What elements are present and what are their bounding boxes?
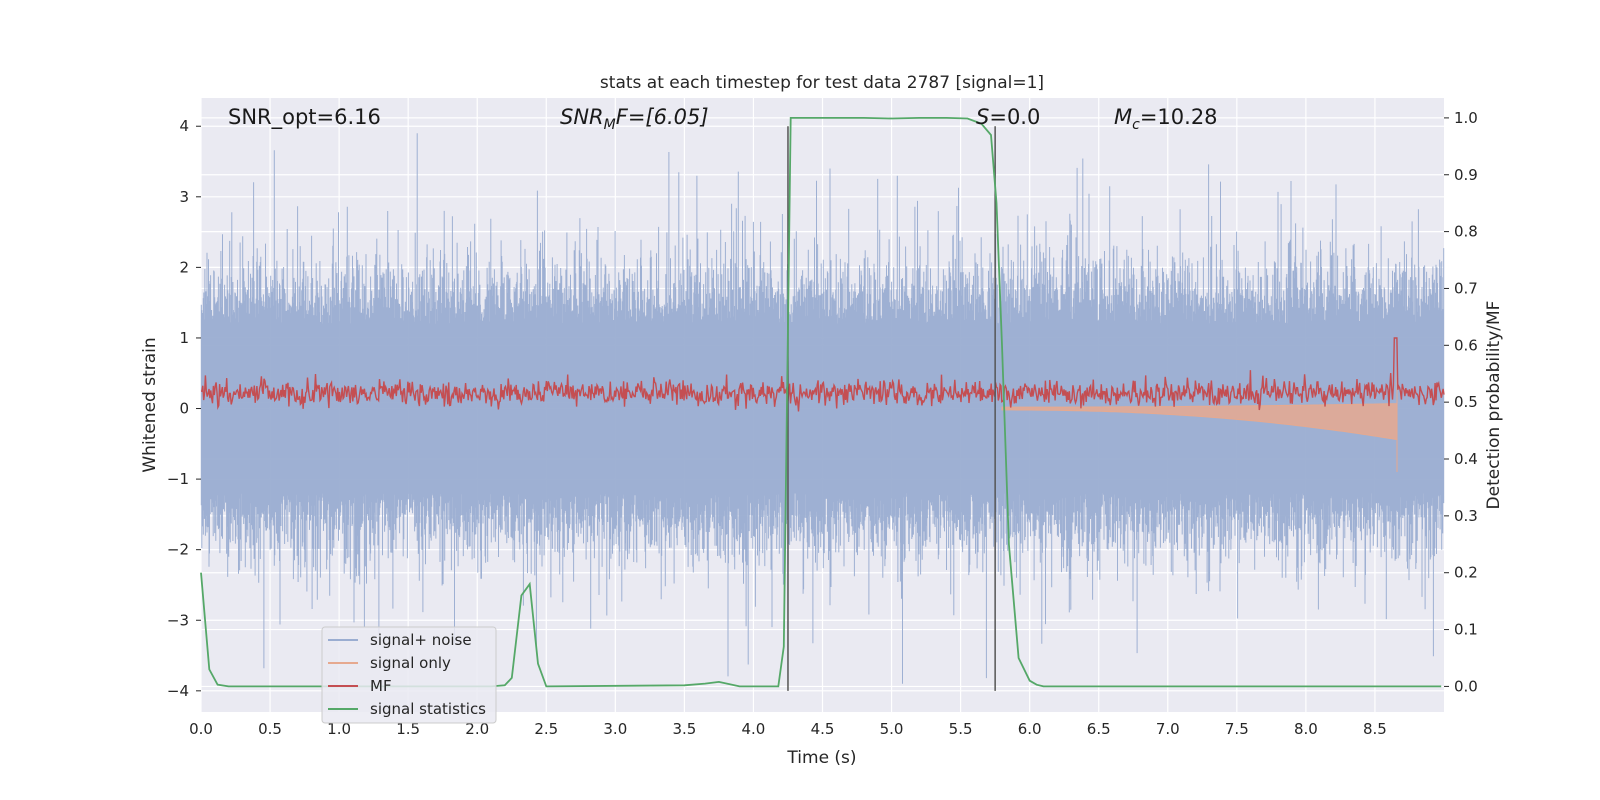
- series-signal-statistics: [200, 117, 1442, 688]
- x-tick-label: 5.0: [880, 720, 904, 738]
- legend-label-signal-noise: signal+ noise: [370, 631, 472, 649]
- x-tick-label: 4.5: [811, 720, 835, 738]
- y-tick-label: 3: [179, 188, 189, 206]
- legend-label-signal-statistics: signal statistics: [370, 700, 486, 718]
- x-tick-label: 5.5: [949, 720, 973, 738]
- annotation-snr-mf: SNRMF=[6.05]: [560, 105, 709, 133]
- y-tick-label: −4: [167, 682, 189, 700]
- annotation-mc-sub: c: [1132, 117, 1140, 133]
- x-tick-label: 0.5: [258, 720, 282, 738]
- y-tick-label: −2: [167, 541, 189, 559]
- legend: signal+ noise signal only MF signal stat…: [321, 626, 497, 724]
- y-right-tick-label: 0.7: [1454, 279, 1478, 297]
- y-right-tick-label: 0.5: [1454, 393, 1478, 411]
- y-right-tick-label: 0.1: [1454, 621, 1478, 639]
- x-tick-label: 4.0: [742, 720, 766, 738]
- annotation-snr-mf-sub: M: [604, 117, 616, 133]
- signal-statistics-trace: [200, 117, 1442, 688]
- legend-label-signal-only: signal only: [370, 654, 451, 672]
- y-tick-label: 4: [179, 117, 189, 135]
- axis-ticks: 0.0 0.5 1.0 1.5 2.0 2.5 3.0 3.5 4.0 4.5 5.0 5.5 6.0 6…: [167, 109, 1478, 738]
- y-tick-label: 1: [179, 329, 189, 347]
- series-signal-only: [1001, 369, 1398, 472]
- x-tick-label: 1.0: [327, 720, 351, 738]
- annotation-s-value: =0.0: [989, 105, 1040, 129]
- annotation-s: S=0.0: [976, 105, 1040, 129]
- y-tick-label: 2: [179, 258, 189, 276]
- x-axis-label: Time (s): [786, 748, 856, 768]
- mf-trace: [200, 337, 1445, 412]
- y-right-tick-label: 0.6: [1454, 336, 1478, 354]
- x-tick-label: 2.5: [534, 720, 558, 738]
- y-tick-label: −3: [167, 611, 189, 629]
- y-right-tick-label: 0.0: [1454, 677, 1478, 695]
- legend-box: [321, 626, 497, 724]
- y-right-tick-label: 0.8: [1454, 223, 1478, 241]
- annotation-snr-mf-rest: F=[6.05]: [616, 105, 709, 129]
- x-tick-label: 8.0: [1294, 720, 1318, 738]
- x-tick-label: 7.0: [1156, 720, 1180, 738]
- chirp-trace: [1001, 369, 1398, 472]
- x-tick-label: 6.0: [1018, 720, 1042, 738]
- y-tick-label: 0: [179, 400, 189, 418]
- annotation-mc-value: =10.28: [1140, 105, 1218, 129]
- x-tick-label: 6.5: [1087, 720, 1111, 738]
- annotation-mc-label: M: [1114, 105, 1132, 129]
- y-axis-label: Whitened strain: [140, 337, 160, 472]
- series-mf: [200, 337, 1445, 412]
- y-right-tick-label: 1.0: [1454, 109, 1478, 127]
- annotation-snr-mf-prefix: SNR: [560, 105, 604, 129]
- x-tick-label: 8.5: [1363, 720, 1387, 738]
- x-tick-label: 3.0: [603, 720, 627, 738]
- x-tick-label: 3.5: [672, 720, 696, 738]
- y-tick-label: −1: [167, 470, 189, 488]
- x-tick-label: 2.0: [465, 720, 489, 738]
- x-tick-label: 0.0: [189, 720, 213, 738]
- x-tick-label: 1.5: [396, 720, 420, 738]
- y-right-tick-label: 0.9: [1454, 166, 1478, 184]
- y-right-axis-label: Detection probability/MF: [1484, 301, 1504, 510]
- chart-title: stats at each timestep for test data 278…: [600, 73, 1044, 93]
- y-right-tick-label: 0.3: [1454, 507, 1478, 525]
- legend-label-mf: MF: [370, 677, 392, 695]
- y-right-tick-label: 0.2: [1454, 564, 1478, 582]
- annotation-snr-opt: SNR_opt=6.16: [228, 105, 381, 130]
- vertical-markers: [787, 126, 996, 691]
- x-tick-label: 7.5: [1225, 720, 1249, 738]
- annotation-s-label: S: [976, 105, 989, 129]
- y-right-tick-label: 0.4: [1454, 450, 1478, 468]
- annotation-mc: Mc=10.28: [1114, 105, 1218, 133]
